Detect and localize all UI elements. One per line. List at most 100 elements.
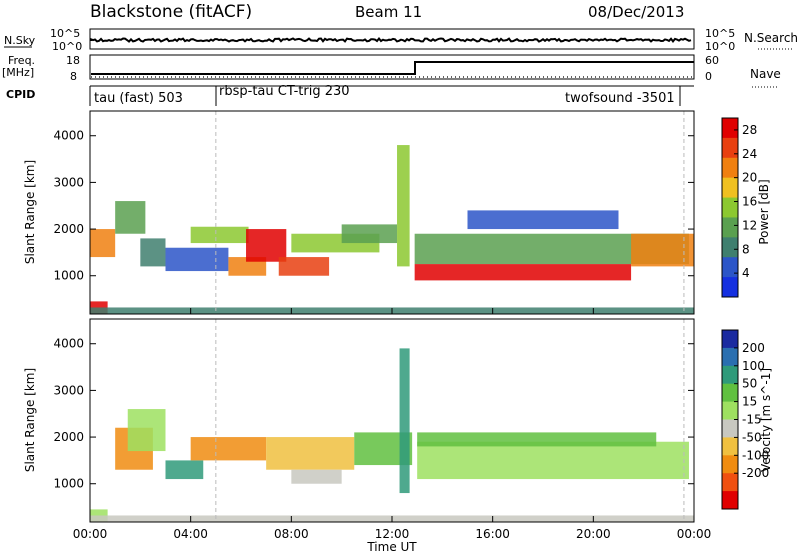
power-region-3	[140, 238, 166, 267]
freq-left-tick-bottom: 8	[70, 70, 77, 83]
colorbar-tick-label: -50	[742, 430, 762, 444]
colorbar-tick-label: 24	[742, 147, 757, 161]
power-region-14	[467, 210, 619, 230]
cpid-label: CPID	[6, 88, 35, 101]
colorbar-tick-label: -100	[742, 448, 769, 462]
colorbar-swatch	[722, 347, 738, 367]
noise-sky-trace	[90, 37, 692, 44]
nave-label: Nave	[750, 67, 781, 81]
colorbar-swatch	[722, 491, 738, 510]
velocity-region-9	[417, 441, 689, 480]
power-ylabel: Slant Range [km]	[23, 160, 37, 264]
power-region-11	[397, 145, 410, 267]
colorbar-tick-label: 8	[742, 242, 750, 256]
colorbar-tick-label: 28	[742, 123, 757, 137]
colorbar-tick-label: 4	[742, 266, 750, 280]
power-region-10	[341, 224, 398, 244]
x-tick-label: 20:00	[576, 527, 611, 541]
power-region-7	[246, 229, 287, 262]
colorbar-swatch	[722, 277, 738, 298]
freq-right-tick-top: 60	[705, 54, 719, 67]
velocity-region-4	[190, 437, 267, 461]
colorbar-swatch	[722, 118, 738, 139]
power-region-8	[278, 257, 330, 276]
power-region-5	[190, 226, 249, 244]
station-title: Blackstone (fitACF)	[90, 2, 252, 22]
colorbar-swatch	[722, 365, 738, 385]
x-axis-label: Time UT	[366, 540, 417, 554]
velocity-ylabel: Slant Range [km]	[23, 368, 37, 472]
velocity-region-6	[291, 469, 342, 484]
noise-left-tick-bottom: 10^0	[52, 40, 82, 53]
x-tick-label: 12:00	[375, 527, 410, 541]
colorbar-swatch	[722, 473, 738, 492]
y-tick-label: 3000	[53, 383, 84, 397]
velocity-region-8	[399, 348, 410, 494]
velocity-panel: 1000 2000 3000 4000 Slant Range [km]	[23, 318, 695, 523]
power-region-15	[631, 233, 694, 267]
x-tick-label: 00:00	[677, 527, 712, 541]
y-tick-label: 3000	[53, 175, 84, 189]
velocity-region-2	[127, 409, 166, 452]
colorbar-tick-label: -200	[742, 466, 769, 480]
colorbar-swatch	[722, 197, 738, 218]
cpid-segment-1: tau (fast) 503	[94, 91, 183, 106]
colorbar-tick-label: 100	[742, 359, 765, 373]
power-region-2	[115, 201, 146, 234]
power-colorbar: 4 8 12 16 20 24 28	[721, 117, 757, 298]
noise-right-tick-bottom: 10^0	[705, 40, 735, 53]
velocity-region-5	[266, 437, 355, 470]
power-colorbar-label: Power [dB]	[757, 179, 771, 244]
velocity-region-3	[165, 460, 204, 480]
colorbar-swatch	[722, 383, 738, 403]
freq-label: Freq.	[8, 54, 35, 67]
freq-left-tick-top: 18	[66, 54, 80, 67]
colorbar-swatch	[722, 237, 738, 258]
y-tick-label: 4000	[53, 337, 84, 351]
nsearch-label: N.Search	[744, 31, 798, 45]
colorbar-tick-label: 16	[742, 195, 757, 209]
x-tick-label: 00:00	[73, 527, 108, 541]
colorbar-swatch	[722, 401, 738, 420]
noise-panel: 10^5 10^0 10^5 10^0	[50, 27, 735, 53]
colorbar-swatch	[722, 157, 738, 179]
cpid-segment-3: twofsound -3501	[565, 91, 675, 106]
power-data	[90, 111, 694, 314]
colorbar-swatch	[722, 419, 738, 438]
noise-right-tick-top: 10^5	[705, 27, 735, 40]
freq-panel: 18 8 60 0	[66, 54, 719, 83]
cpid-bar: tau (fast) 503 rbsp-tau CT-trig 230 twof…	[89, 84, 694, 106]
y-tick-label: 2000	[53, 222, 84, 236]
velocity-colorbar-label: Velocity [m s^-1]	[759, 368, 773, 472]
nsky-label: N.Sky	[4, 34, 36, 47]
colorbar-swatch	[722, 330, 738, 349]
colorbar-tick-label: 50	[742, 377, 757, 391]
colorbar-tick-label: 200	[742, 341, 765, 355]
colorbar-swatch	[722, 437, 738, 456]
beam-label: Beam 11	[355, 3, 422, 21]
velocity-region-10	[417, 432, 657, 447]
colorbar-tick-label: -15	[742, 413, 762, 427]
x-tick-label: 04:00	[173, 527, 208, 541]
colorbar-swatch	[722, 217, 738, 238]
noise-left-tick-top: 10^5	[50, 27, 80, 40]
power-region-1	[90, 229, 116, 258]
date-label: 08/Dec/2013	[588, 3, 684, 21]
colorbar-swatch	[722, 455, 738, 474]
power-region-12	[414, 264, 632, 281]
colorbar-tick-label: 12	[742, 218, 757, 232]
colorbar-tick-label: 15	[742, 395, 757, 409]
freq-trace	[91, 61, 694, 75]
freq-unit-label: [MHz]	[2, 66, 34, 79]
y-tick-label: 1000	[53, 477, 84, 491]
power-region-4	[165, 247, 229, 272]
colorbar-tick-label: 20	[742, 171, 757, 185]
colorbar-swatch	[722, 177, 738, 199]
y-tick-label: 1000	[53, 269, 84, 283]
y-tick-label: 2000	[53, 430, 84, 444]
x-tick-label: 16:00	[475, 527, 510, 541]
x-tick-label: 08:00	[274, 527, 309, 541]
cpid-segment-2: rbsp-tau CT-trig 230	[219, 84, 350, 99]
y-tick-label: 4000	[53, 129, 84, 143]
